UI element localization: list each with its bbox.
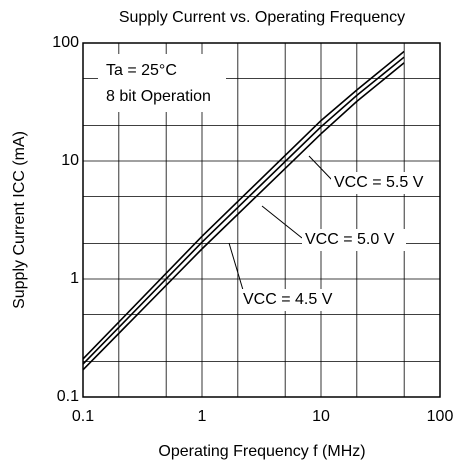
callout-arrow [308,155,333,181]
y-tick-label: 0.1 [57,388,79,405]
y-axis-label: Supply Current ICC (mA) [11,131,28,309]
callout-arrow [228,242,244,291]
callout-arrow [261,205,303,239]
legend-bg [240,289,344,311]
annotation: Ta = 25°C [106,62,177,79]
chart-title: Supply Current vs. Operating Frequency [119,9,405,26]
y-tick-label: 100 [52,34,79,51]
series-line [82,62,405,371]
x-tick-label: 100 [427,408,454,425]
annotation-box [98,54,226,112]
y-tick-label: 1 [70,270,79,287]
y-tick-label: 10 [61,152,79,169]
legend-bg [302,229,406,251]
grid [82,42,441,398]
legend-bg [331,172,435,194]
x-tick-label: 10 [312,408,330,425]
legend-label: VCC = 5.5 V [334,174,424,191]
legend-label: VCC = 5.0 V [305,231,395,248]
x-tick-label: 1 [198,408,207,425]
x-tick-label: 0.1 [72,408,94,425]
plot-frame [82,42,441,398]
series-line [82,50,405,360]
legend-label: VCC = 4.5 V [243,291,333,308]
plot [82,50,405,371]
callouts [228,155,333,291]
x-axis-label: Operating Frequency f (MHz) [158,443,365,460]
series-line [82,56,405,365]
annotation: 8 bit Operation [106,88,211,105]
